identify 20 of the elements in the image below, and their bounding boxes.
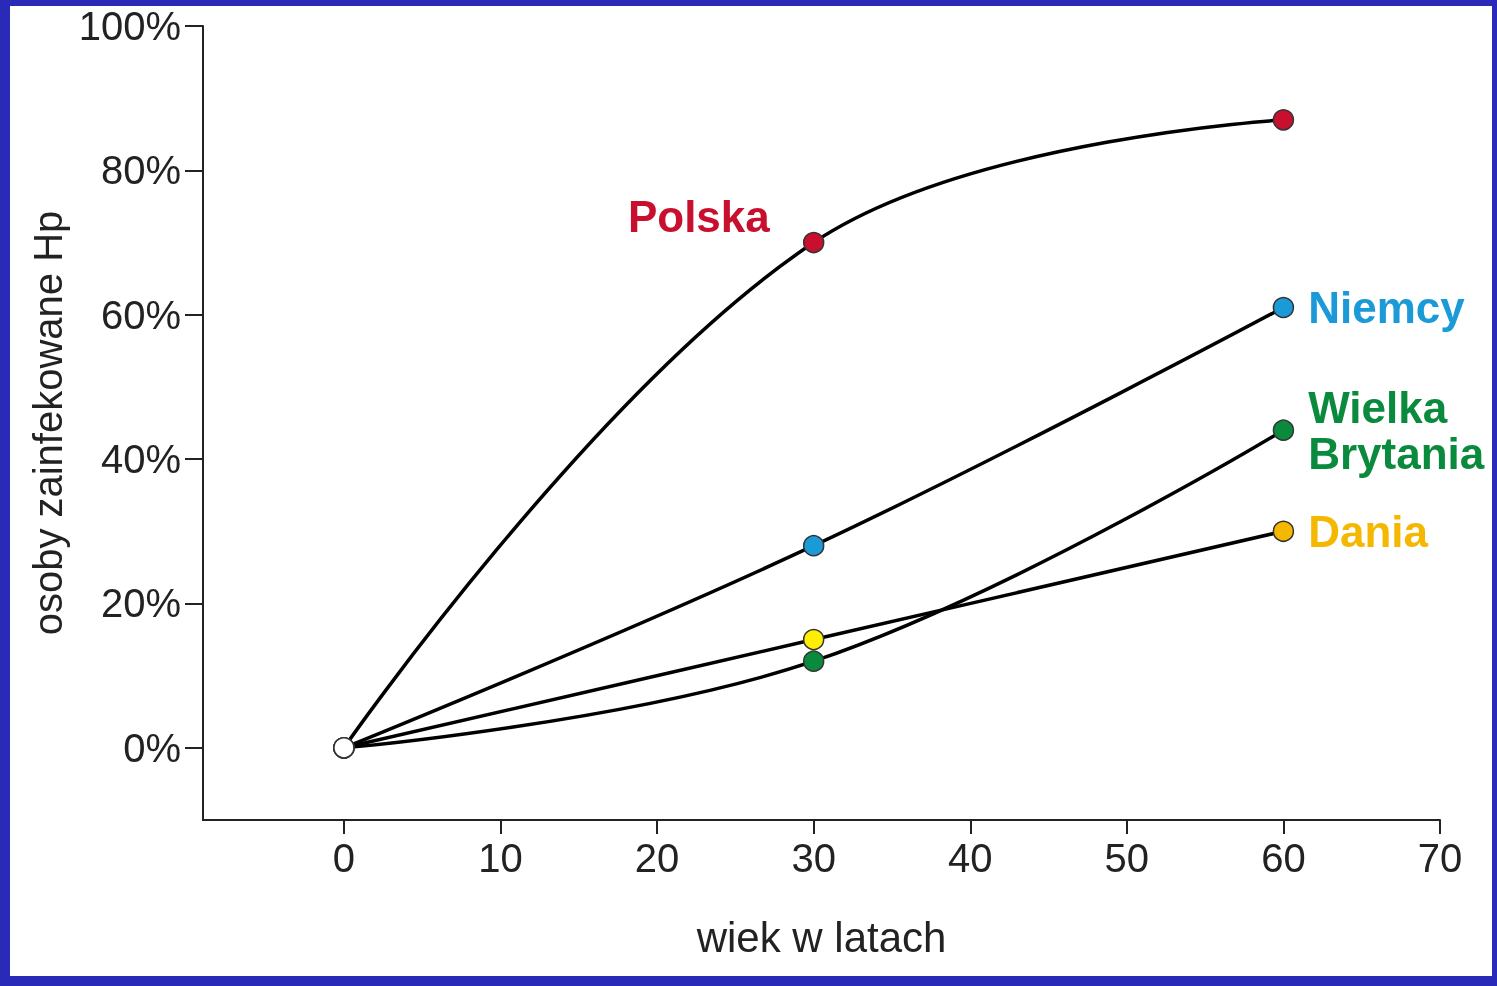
x-tick-label: 70 xyxy=(1417,836,1463,880)
y-tick-label: 80% xyxy=(100,148,181,193)
y-tick-label: 100% xyxy=(78,4,181,48)
y-tick-label: 40% xyxy=(100,437,181,482)
x-tick-label: 40 xyxy=(948,836,993,880)
x-axis-title: wiek w latach xyxy=(695,913,947,961)
series-label: Polska xyxy=(627,192,771,242)
y-tick-label: 0% xyxy=(123,725,181,770)
series-label: Dania xyxy=(1308,506,1429,556)
series-label: Wielka Brytania xyxy=(1308,382,1485,478)
x-tick-label: 50 xyxy=(1104,836,1150,880)
y-tick-label: 60% xyxy=(100,292,181,337)
x-tick-label: 0 xyxy=(332,836,356,880)
series-label: Niemcy xyxy=(1308,283,1466,333)
y-axis-title: osoby zainfekowane Hp xyxy=(25,210,70,636)
x-tick-label: 10 xyxy=(478,836,523,880)
x-tick-label: 20 xyxy=(634,836,680,880)
x-tick-label: 30 xyxy=(791,836,836,880)
y-tick-label: 20% xyxy=(100,581,181,626)
x-tick-label: 60 xyxy=(1261,836,1306,880)
